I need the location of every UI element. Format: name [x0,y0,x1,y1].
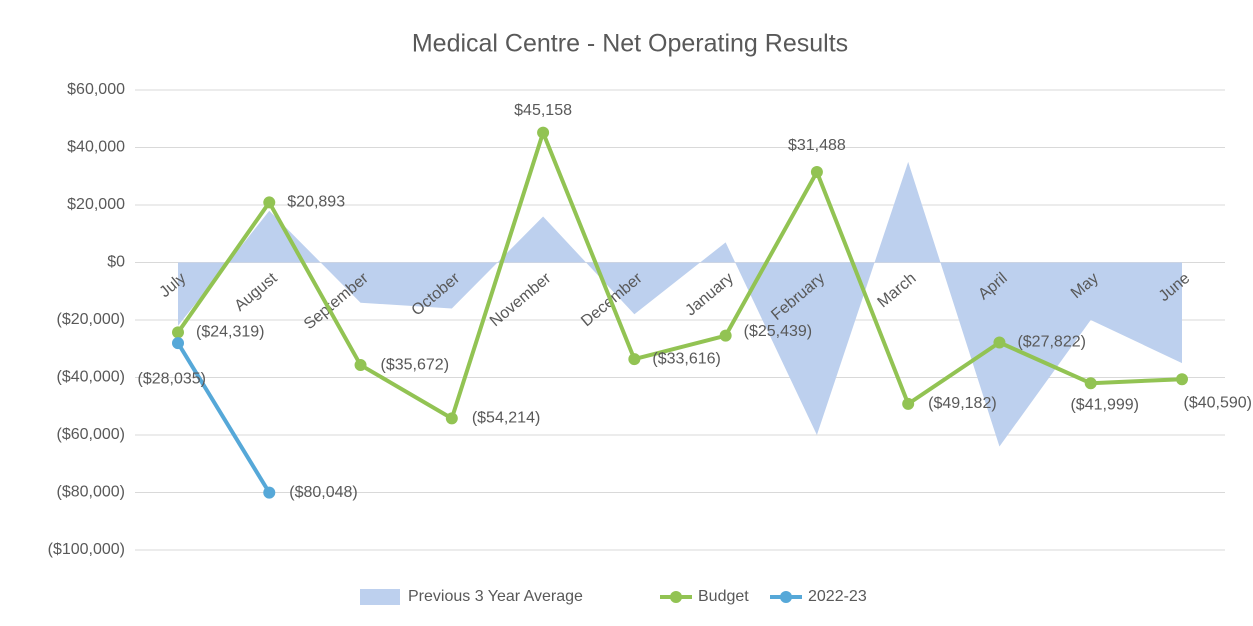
marker [445,412,458,425]
data-label: ($80,048) [289,484,358,501]
data-label: ($54,214) [472,410,541,427]
marker [993,336,1006,349]
y-tick-label: $0 [107,254,125,271]
marker [719,329,732,342]
data-label: ($24,319) [196,324,265,341]
y-tick-label: ($20,000) [57,311,126,328]
y-tick-label: ($100,000) [48,541,125,558]
y-tick-label: $40,000 [67,139,125,156]
data-label: $45,158 [514,102,572,119]
data-label: $31,488 [788,137,846,154]
data-label: ($40,590) [1184,394,1253,411]
x-tick-label: March [874,270,919,312]
marker [172,337,184,350]
x-tick-label: August [231,269,281,314]
line [176,130,1183,421]
marker [902,397,915,410]
data-label: ($35,672) [381,356,450,373]
legend-label: Budget [698,588,749,605]
legend-label: Previous 3 Year Average [408,588,583,605]
marker [263,196,276,209]
data-label: ($25,439) [744,323,813,340]
data-label: ($28,035) [138,370,207,387]
data-label: ($33,616) [652,350,721,367]
marker [537,126,550,139]
y-tick-label: $60,000 [67,81,125,98]
data-label: ($49,182) [928,395,997,412]
marker [810,165,823,178]
area [178,161,1182,447]
marker [172,326,184,339]
y-tick-label: ($60,000) [57,426,126,443]
y-tick-label: $20,000 [67,196,125,213]
marker [354,359,367,372]
marker [1084,377,1097,390]
data-label: ($27,822) [1017,334,1086,351]
legend-marker [780,591,792,603]
legend-swatch [360,589,400,605]
marker [263,486,276,499]
marker [1176,373,1188,386]
line [176,342,271,494]
data-label: ($41,999) [1070,396,1139,413]
x-tick-label: January [682,270,737,320]
chart-title: Medical Centre - Net Operating Results [412,30,848,58]
legend-marker [670,591,682,603]
y-tick-label: ($80,000) [57,484,126,501]
y-tick-label: ($40,000) [57,369,126,386]
legend-label: 2022-23 [808,588,867,605]
marker [628,353,641,366]
data-label: $20,893 [287,194,345,211]
